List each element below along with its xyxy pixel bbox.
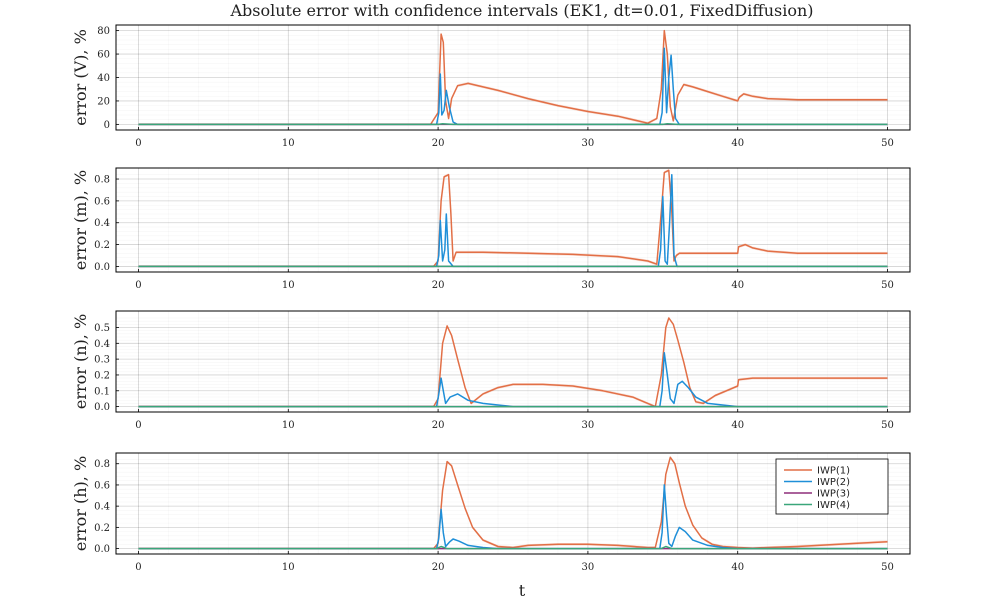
y-tick-label: 0.6: [94, 480, 110, 491]
x-tick-label: 40: [731, 562, 744, 573]
series-line-iwp1: [138, 169, 888, 268]
y-tick-label: 0.5: [94, 323, 110, 334]
x-tick-label: 0: [135, 280, 141, 291]
x-tick-label: 20: [432, 280, 445, 291]
y-tick-label: 0.4: [94, 339, 110, 350]
legend-label: IWP(2): [817, 477, 850, 488]
x-axis-label: t: [519, 581, 526, 600]
x-tick-label: 30: [582, 562, 595, 573]
x-tick-label: 30: [582, 138, 595, 149]
y-tick-label: 0.0: [94, 402, 110, 413]
y-tick-label: 0: [104, 120, 110, 131]
legend: IWP(1)IWP(2)IWP(3)IWP(4): [775, 458, 889, 515]
y-tick-label: 0.0: [94, 262, 110, 273]
y-tick-label: 0.8: [94, 459, 110, 470]
y-axis-label: error (m), %: [71, 170, 90, 270]
y-tick-label: 0.2: [94, 240, 110, 251]
y-tick-label: 0.3: [94, 355, 110, 366]
series-line-iwp2: [138, 47, 888, 126]
minor-grid: [116, 311, 910, 412]
series-line-iwp1: [138, 456, 888, 550]
x-tick-label: 50: [881, 420, 894, 431]
subplot-1: 0 10 20 30 40 50 0 20 40 60 80 error (V), %: [71, 24, 911, 149]
x-tick-label: 40: [731, 420, 744, 431]
x-tick-label: 30: [582, 420, 595, 431]
x-tick-label: 0: [135, 562, 141, 573]
y-tick-label: 80: [97, 26, 110, 37]
y-tick-label: 0.2: [94, 523, 110, 534]
subplot-3: 0 10 20 30 40 50 0.0 0.1 0.2 0.3 0.4 0.5 error (n), …: [71, 310, 911, 431]
x-tick-label: 0: [135, 138, 141, 149]
y-tick-label: 60: [97, 50, 110, 61]
series-line-iwp4: [138, 122, 888, 126]
subplot-stack: 0 10 20 30 40 50 0 20 40 60 80 error (V), % 0 10 20 30 4…: [71, 24, 911, 573]
y-tick-label: 0.8: [94, 175, 110, 186]
x-tick-label: 10: [282, 280, 295, 291]
plot-frame: [115, 24, 911, 131]
series-line-iwp2: [138, 484, 888, 550]
figure-title: Absolute error with confidence intervals…: [229, 1, 813, 20]
plot-frame: [115, 310, 911, 413]
y-tick-label: 0.2: [94, 370, 110, 381]
legend-label: IWP(3): [817, 489, 850, 500]
plot-frame: [115, 452, 911, 555]
series-line-iwp2: [138, 352, 888, 408]
major-grid: [116, 25, 910, 130]
x-tick-label: 40: [731, 138, 744, 149]
series-line-iwp4: [138, 545, 888, 550]
y-tick-label: 20: [97, 96, 110, 107]
confidence-band-iwp1: [138, 456, 888, 550]
legend-label: IWP(4): [817, 500, 850, 511]
subplot-2: 0 10 20 30 40 50 0.0 0.2 0.4 0.6 0.8 error (m), %: [71, 167, 911, 291]
minor-grid: [116, 25, 910, 130]
x-tick-label: 10: [282, 138, 295, 149]
x-tick-label: 10: [282, 562, 295, 573]
y-tick-label: 0.4: [94, 218, 110, 229]
x-tick-label: 0: [135, 420, 141, 431]
y-axis-label: error (V), %: [71, 29, 90, 126]
x-tick-label: 30: [582, 280, 595, 291]
y-tick-label: 40: [97, 73, 110, 84]
y-axis-label: error (n), %: [71, 314, 90, 409]
series-line-iwp1: [138, 29, 888, 126]
minor-grid: [116, 168, 910, 272]
y-tick-label: 0.1: [94, 386, 110, 397]
y-axis-label: error (h), %: [71, 456, 90, 551]
y-tick-label: 0.6: [94, 196, 110, 207]
y-tick-label: 0.4: [94, 502, 110, 513]
plot-frame: [115, 167, 911, 273]
x-tick-label: 40: [731, 280, 744, 291]
x-tick-label: 50: [881, 562, 894, 573]
x-tick-label: 50: [881, 280, 894, 291]
legend-label: IWP(1): [817, 466, 850, 477]
x-tick-label: 20: [432, 562, 445, 573]
x-tick-label: 10: [282, 420, 295, 431]
x-tick-label: 20: [432, 420, 445, 431]
x-tick-label: 20: [432, 138, 445, 149]
x-tick-label: 50: [881, 138, 894, 149]
y-tick-label: 0.0: [94, 544, 110, 555]
